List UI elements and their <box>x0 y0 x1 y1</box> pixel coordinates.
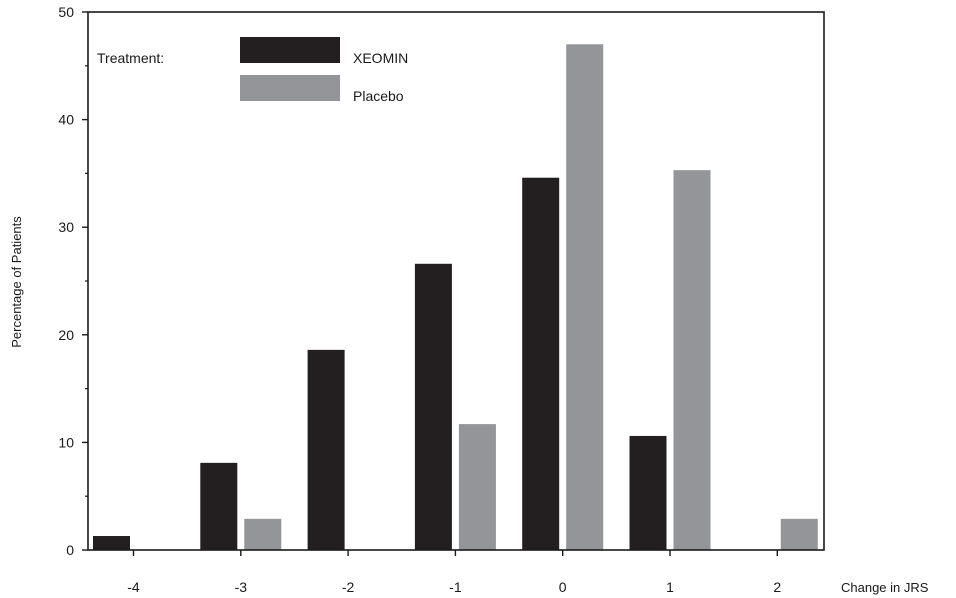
bar-placebo--1 <box>458 424 496 550</box>
bar-placebo-0 <box>566 44 604 550</box>
legend: Treatment: XEOMIN Placebo <box>97 37 408 104</box>
x-tick-label: 1 <box>666 579 674 595</box>
y-tick-label: 40 <box>58 112 74 128</box>
y-tick-label: 0 <box>66 542 74 558</box>
legend-swatch-placebo <box>240 75 340 101</box>
x-tick-label: -3 <box>235 579 248 595</box>
bar-placebo-2 <box>780 518 818 550</box>
y-tick-label: 10 <box>58 434 74 450</box>
x-tick-label: 2 <box>773 579 781 595</box>
bar-xeomin--4 <box>93 536 130 550</box>
y-tick-label: 50 <box>58 4 74 20</box>
y-axis: 0 10 20 30 40 50 <box>58 4 88 558</box>
bars-layer <box>93 44 818 551</box>
legend-title: Treatment: <box>97 50 164 66</box>
bar-placebo--3 <box>244 518 282 550</box>
x-tick-label: 0 <box>559 579 567 595</box>
plot-frame <box>87 11 825 551</box>
bar-placebo-1 <box>673 170 711 550</box>
bar-xeomin-1 <box>629 435 667 550</box>
y-tick-label: 30 <box>58 219 74 235</box>
x-tick-label: -2 <box>342 579 355 595</box>
legend-label-xeomin: XEOMIN <box>353 50 408 66</box>
bar-xeomin--3 <box>200 462 238 550</box>
x-axis: -4 -3 -2 -1 0 1 2 <box>127 550 781 595</box>
x-axis-title: Change in JRS <box>841 580 929 595</box>
x-tick-label: -1 <box>449 579 462 595</box>
bar-xeomin--2 <box>307 349 345 550</box>
y-tick-label: 20 <box>58 327 74 343</box>
legend-label-placebo: Placebo <box>353 88 404 104</box>
y-axis-title: Percentage of Patients <box>9 216 24 348</box>
bar-xeomin-0 <box>522 177 560 551</box>
legend-swatch-xeomin <box>240 37 340 63</box>
bar-xeomin--1 <box>414 263 452 550</box>
x-tick-label: -4 <box>127 579 140 595</box>
